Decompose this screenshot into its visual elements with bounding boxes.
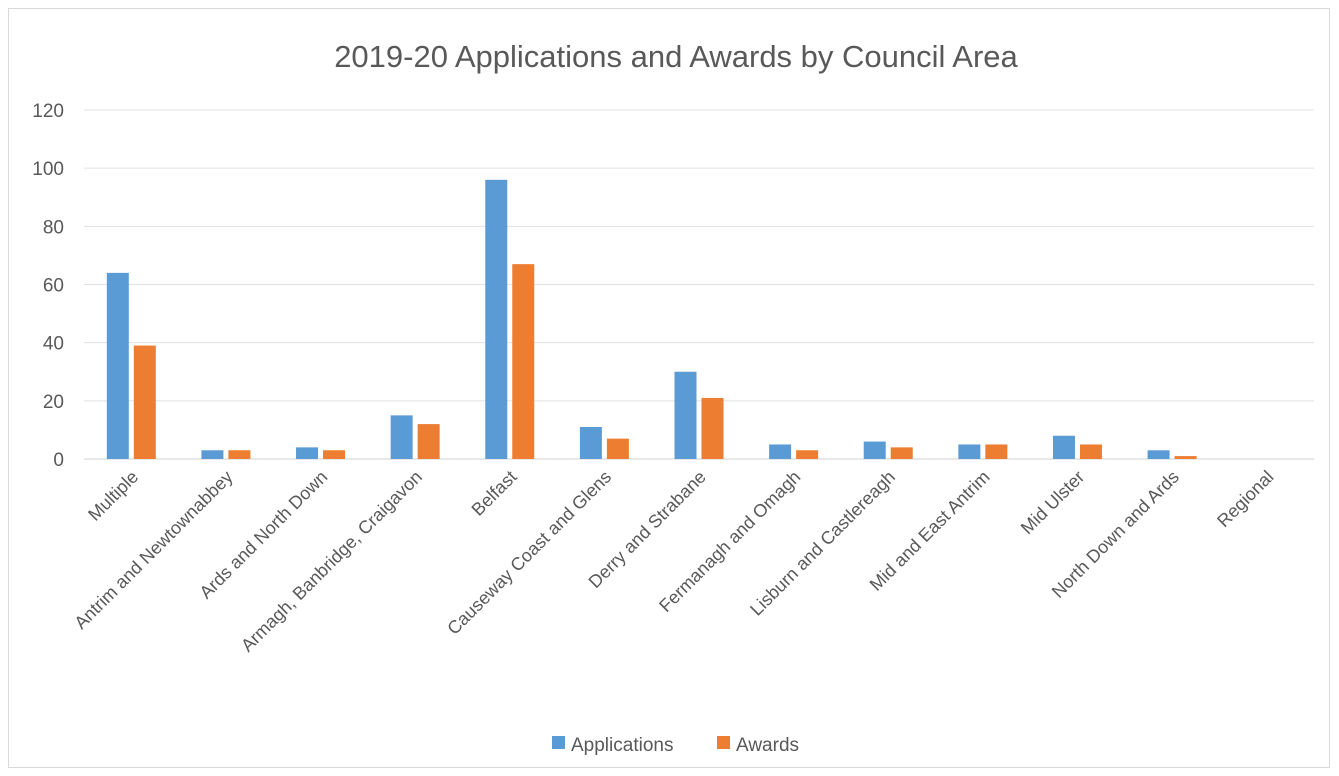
bar-awards-9 <box>985 444 1008 459</box>
y-tick-label: 40 <box>43 334 64 355</box>
legend: Applications Awards <box>552 735 799 756</box>
bars <box>106 179 1197 460</box>
legend-label-awards: Awards <box>736 735 799 756</box>
x-tick-label: Armagh, Banbridge, Craigavon <box>237 467 426 656</box>
x-tick-label: Antrim and Newtownabbey <box>70 467 236 633</box>
bar-applications-7 <box>769 444 792 459</box>
y-tick-label: 100 <box>32 159 64 180</box>
bar-awards-11 <box>1174 456 1197 459</box>
y-tick-label: 60 <box>43 276 64 297</box>
bar-awards-4 <box>512 264 535 459</box>
bar-applications-9 <box>958 444 981 459</box>
y-axis-ticks: 0 20 40 60 80 100 120 <box>32 101 64 471</box>
bar-awards-1 <box>228 450 251 459</box>
bar-awards-8 <box>890 447 913 459</box>
bar-awards-6 <box>701 397 724 459</box>
bar-applications-11 <box>1147 450 1170 459</box>
bar-applications-1 <box>201 450 224 459</box>
y-tick-label: 120 <box>32 101 64 122</box>
legend-swatch-applications <box>552 736 565 749</box>
y-tick-label: 0 <box>53 450 64 471</box>
bar-applications-10 <box>1052 435 1075 459</box>
bar-applications-4 <box>485 179 508 460</box>
bar-applications-3 <box>390 415 413 459</box>
x-tick-label: Belfast <box>468 467 521 520</box>
bar-awards-7 <box>796 450 819 459</box>
bar-applications-6 <box>674 371 697 459</box>
legend-swatch-awards <box>717 736 730 749</box>
bar-applications-5 <box>579 427 602 459</box>
x-tick-label: Regional <box>1213 467 1277 531</box>
bar-awards-5 <box>606 438 629 459</box>
x-tick-label: Mid Ulster <box>1017 467 1088 538</box>
bar-awards-0 <box>133 345 156 459</box>
legend-label-applications: Applications <box>571 735 673 756</box>
chart-frame <box>8 8 1330 768</box>
bar-awards-3 <box>417 424 440 459</box>
chart-title: 2019-20 Applications and Awards by Counc… <box>334 39 1018 74</box>
bar-applications-0 <box>106 272 129 459</box>
x-tick-label: Multiple <box>84 467 142 525</box>
gridlines <box>84 109 1314 460</box>
y-tick-label: 80 <box>43 217 64 238</box>
bar-awards-10 <box>1079 444 1102 459</box>
bar-awards-2 <box>323 450 346 459</box>
x-tick-label: Causeway Coast and Glens <box>443 467 615 639</box>
y-tick-label: 20 <box>43 392 64 413</box>
bar-applications-2 <box>296 447 319 459</box>
bar-applications-8 <box>863 441 886 459</box>
